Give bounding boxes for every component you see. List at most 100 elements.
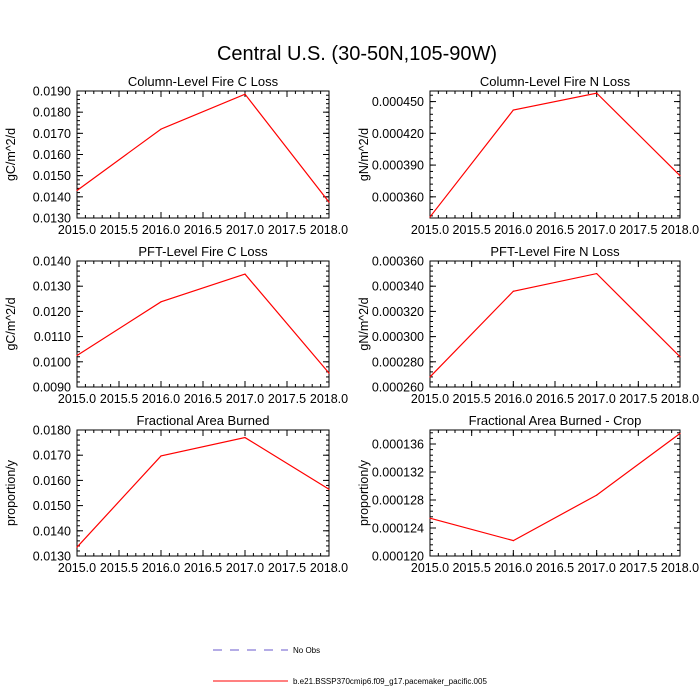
legend-label-no-obs: No Obs — [293, 646, 320, 655]
y-tick-label: 0.000360 — [372, 190, 424, 204]
x-tick-label: 2015.0 — [58, 561, 96, 575]
x-tick-label: 2015.5 — [100, 392, 138, 406]
x-tick-label: 2015.5 — [100, 561, 138, 575]
legend-label-model: b.e21.BSSP370cmip6.f09_g17.pacemaker_pac… — [293, 677, 487, 686]
x-tick-label: 2015.0 — [58, 223, 96, 237]
plot-frame — [76, 429, 330, 557]
y-tick-label: 0.000420 — [372, 127, 424, 141]
x-tick-label: 2016.5 — [184, 392, 222, 406]
plot-frame — [429, 429, 681, 557]
y-tick-label: 0.0090 — [33, 381, 71, 395]
y-tick-label: 0.000260 — [372, 381, 424, 395]
y-tick-label: 0.0160 — [33, 474, 71, 488]
x-tick-label: 2017.5 — [619, 561, 657, 575]
data-point — [512, 540, 514, 542]
y-tick-label: 0.0170 — [33, 127, 71, 141]
x-tick-label: 2018.0 — [310, 392, 348, 406]
plot-frame — [429, 260, 681, 388]
data-point — [76, 189, 78, 192]
x-tick-label: 2016.5 — [536, 561, 574, 575]
x-tick-label: 2016.0 — [142, 561, 180, 575]
y-tick-label: 0.000360 — [372, 255, 424, 269]
y-tick-label: 0.0170 — [33, 449, 71, 463]
x-tick-label: 2016.5 — [184, 223, 222, 237]
chart-panel-5: Fractional Area Burned 2015.0 2015.5 2016.0… — [4, 413, 348, 575]
y-tick-label: 0.000132 — [372, 466, 424, 480]
x-tick-label: 2016.5 — [536, 392, 574, 406]
data-point — [429, 517, 431, 519]
data-point — [429, 376, 431, 378]
y-tick-label: 0.000300 — [372, 330, 424, 344]
y-tick-label: 0.0130 — [33, 550, 71, 564]
series-line — [76, 436, 330, 548]
y-tick-label: 0.0110 — [34, 330, 71, 344]
data-point — [429, 216, 431, 218]
x-tick-label: 2015.5 — [453, 561, 491, 575]
y-axis-label: gC/m^2/d — [4, 128, 18, 181]
x-tick-label: 2018.0 — [661, 392, 699, 406]
panel-title: Fractional Area Burned - Crop — [469, 413, 642, 428]
chart-panel-4: PFT-Level Fire N Loss 2015.0 2015.5 2016.0 2… — [357, 244, 699, 406]
series-line — [76, 273, 330, 374]
data-point — [244, 93, 246, 95]
y-tick-label: 0.000320 — [372, 305, 424, 319]
x-tick-label: 2017.0 — [226, 223, 264, 237]
x-tick-label: 2016.0 — [142, 392, 180, 406]
y-tick-label: 0.0180 — [33, 424, 71, 438]
y-tick-label: 0.000124 — [372, 522, 424, 536]
data-point — [596, 273, 598, 275]
x-tick-label: 2017.0 — [578, 392, 616, 406]
x-tick-label: 2017.5 — [268, 392, 306, 406]
x-tick-label: 2016.5 — [184, 561, 222, 575]
y-tick-label: 0.000280 — [372, 355, 424, 369]
x-tick-label: 2017.0 — [578, 223, 616, 237]
y-tick-label: 0.0190 — [33, 85, 71, 99]
series-line — [76, 93, 330, 203]
chart-panel-3: PFT-Level Fire C Loss 2015.0 2015.5 2016.0 2… — [4, 244, 348, 406]
x-tick-label: 2015.5 — [453, 223, 491, 237]
data-point — [244, 436, 246, 439]
y-tick-label: 0.0130 — [33, 212, 71, 226]
y-tick-label: 0.0140 — [33, 524, 71, 538]
y-tick-label: 0.0120 — [33, 305, 71, 319]
data-point — [328, 488, 330, 490]
x-tick-label: 2017.0 — [226, 561, 264, 575]
x-tick-label: 2015.0 — [58, 392, 96, 406]
legend: No Obs b.e21.BSSP370cmip6.f09_g17.pacema… — [213, 646, 487, 686]
chart-panel-6: Fractional Area Burned - Crop 2015.0 2015.… — [357, 413, 699, 575]
x-tick-label: 2018.0 — [661, 561, 699, 575]
data-point — [76, 546, 78, 548]
x-tick-label: 2018.0 — [310, 223, 348, 237]
x-tick-label: 2016.5 — [536, 223, 574, 237]
y-tick-label: 0.0100 — [33, 355, 71, 369]
y-tick-label: 0.000390 — [372, 159, 424, 173]
data-point — [679, 175, 681, 177]
data-point — [512, 290, 514, 292]
y-tick-label: 0.0130 — [33, 280, 71, 294]
x-tick-label: 2017.0 — [578, 561, 616, 575]
y-tick-label: 0.0180 — [33, 106, 71, 120]
data-point — [328, 201, 330, 203]
x-tick-label: 2016.0 — [494, 223, 532, 237]
y-tick-label: 0.000450 — [372, 95, 424, 109]
data-point — [512, 109, 514, 111]
x-tick-label: 2015.5 — [453, 392, 491, 406]
y-axis-label: proportion/y — [4, 459, 18, 526]
data-point — [160, 301, 162, 303]
x-tick-label: 2018.0 — [661, 223, 699, 237]
data-point — [160, 455, 162, 457]
chart-panel-1: Column-Level Fire C Loss 2015.0 2015.5 2016… — [4, 74, 348, 237]
y-tick-label: 0.000128 — [372, 494, 424, 508]
x-tick-label: 2015.0 — [411, 561, 449, 575]
y-tick-label: 0.000136 — [372, 438, 424, 452]
series-line — [429, 272, 681, 378]
x-tick-label: 2018.0 — [310, 561, 348, 575]
x-tick-label: 2017.5 — [619, 223, 657, 237]
x-tick-label: 2017.5 — [268, 223, 306, 237]
data-point — [679, 356, 681, 358]
data-point — [596, 494, 598, 496]
panel-title: Column-Level Fire C Loss — [128, 74, 279, 89]
